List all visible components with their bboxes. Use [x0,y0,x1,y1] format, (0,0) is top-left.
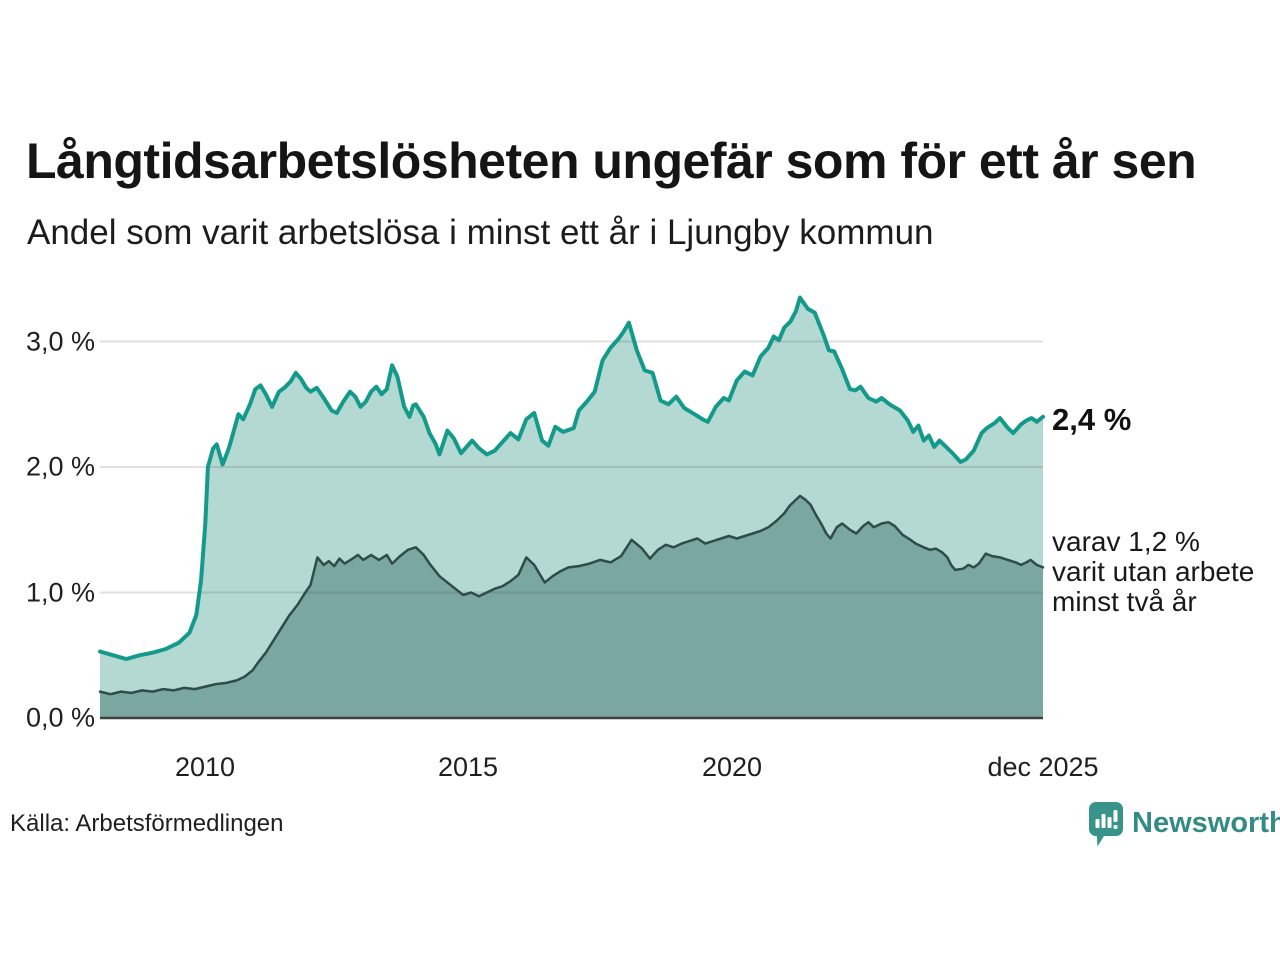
source-attribution: Källa: Arbetsförmedlingen [10,810,284,837]
y-tick-label: 3,0 % [25,326,95,357]
x-tick-label: 2010 [174,752,236,782]
series-area-1 [100,495,1043,718]
secondary-annotation-line: varit utan arbete [1052,556,1255,587]
newsworthy-logo: Newsworthy [1088,801,1280,848]
y-tick-label: 0,0 % [25,702,95,733]
chart-title: Långtidsarbetslösheten ungefär som för e… [26,133,1197,189]
series-line-0 [98,295,1045,661]
secondary-annotation-line: minst två år [1052,586,1197,617]
x-tick-label: dec 2025 [987,752,1099,782]
y-tick-label: 1,0 % [25,577,95,608]
y-tick-label: 2,0 % [25,451,95,482]
newsworthy-wordmark: Newsworthy [1132,807,1280,839]
bar-chart-speech-bubble-icon [1089,802,1123,847]
series-line-1 [98,494,1045,696]
chart-subtitle: Andel som varit arbetslösa i minst ett å… [27,213,934,252]
secondary-annotation-line: varav 1,2 % [1052,526,1200,557]
x-tick-label: 2020 [701,752,763,782]
latest-value-annotation: 2,4 % [1052,402,1132,437]
x-tick-label: 2015 [437,752,499,782]
secondary-annotation: varav 1,2 % varit utan arbete minst två … [1052,527,1254,617]
